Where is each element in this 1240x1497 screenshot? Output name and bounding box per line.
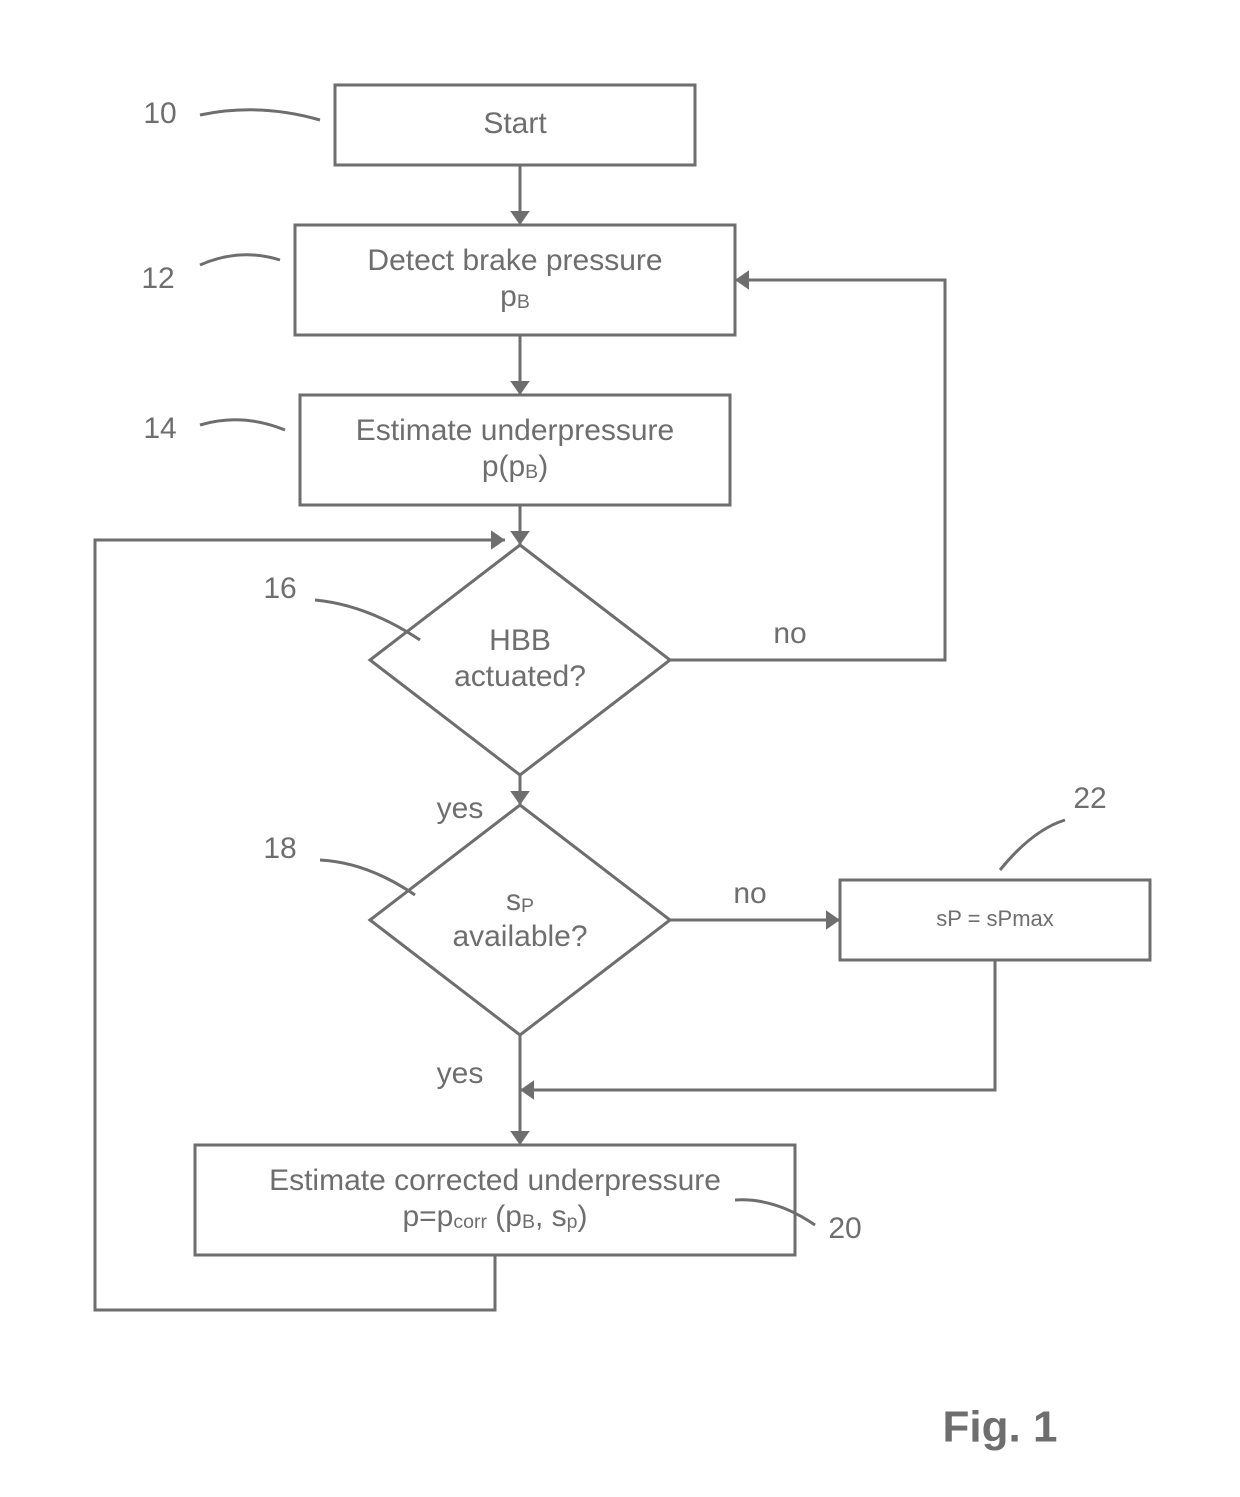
ref-leader-12 [200, 255, 280, 265]
arrowhead [510, 381, 530, 395]
ref-num-18: 18 [263, 832, 296, 865]
figure-caption: Fig. 1 [943, 1403, 1058, 1452]
node-text: HBB [489, 624, 551, 657]
node-text: sP = sPmax [936, 906, 1054, 931]
node-text: Estimate corrected underpressure [269, 1164, 721, 1197]
node-text: actuated? [454, 660, 586, 693]
ref-leader-18 [320, 860, 415, 895]
arrowhead [510, 1131, 530, 1145]
node-text: pB [500, 280, 530, 313]
edge-label: yes [437, 792, 484, 825]
ref-num-12: 12 [141, 262, 174, 295]
ref-leader-20 [735, 1200, 815, 1225]
arrowhead [510, 531, 530, 545]
node-text: available? [452, 920, 587, 953]
ref-num-22: 22 [1073, 782, 1106, 815]
node-text: Estimate underpressure [356, 414, 675, 447]
arrowhead [735, 270, 749, 290]
edge-label: yes [437, 1057, 484, 1090]
arrowhead [520, 1080, 534, 1100]
node-text: p(pB) [482, 450, 548, 483]
arrowhead [826, 910, 840, 930]
node-text: Detect brake pressure [367, 244, 662, 277]
ref-leader-10 [200, 110, 320, 120]
node-text: p=pcorr (pB, sp) [402, 1200, 587, 1233]
arrowhead [510, 791, 530, 805]
node-text: sP [506, 884, 534, 917]
ref-num-20: 20 [828, 1212, 861, 1245]
arrowhead [510, 211, 530, 225]
arrowhead [491, 530, 505, 550]
ref-num-14: 14 [143, 412, 176, 445]
edge-label: no [773, 617, 806, 650]
ref-leader-22 [1000, 820, 1065, 870]
ref-num-10: 10 [143, 97, 176, 130]
ref-leader-14 [200, 420, 285, 430]
edge-label: no [733, 877, 766, 910]
node-text: Start [483, 107, 547, 140]
flow-edge [670, 280, 945, 660]
ref-num-16: 16 [263, 572, 296, 605]
